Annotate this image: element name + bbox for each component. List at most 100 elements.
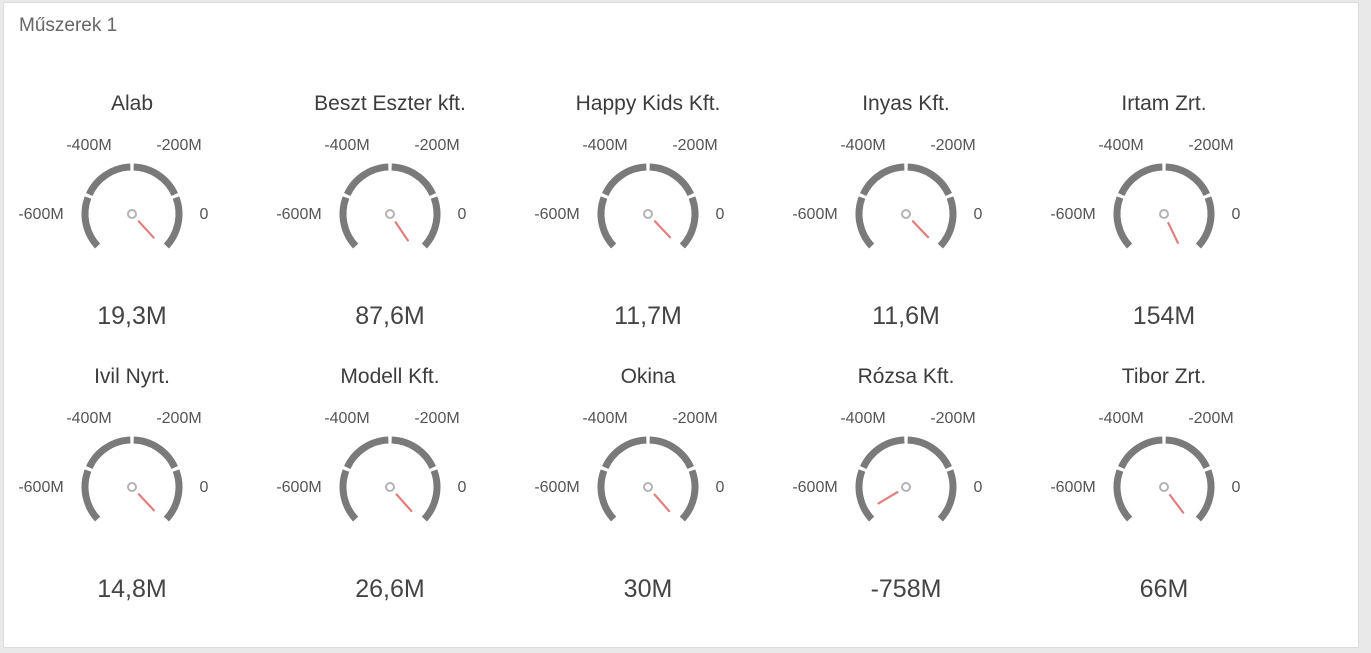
- gauge-arc-segment: [937, 196, 957, 249]
- gauge-value: 14,8M: [97, 575, 167, 603]
- gauge-hub: [1159, 209, 1169, 219]
- gauge-arc-segment: [855, 196, 875, 249]
- gauge-needle: [653, 220, 672, 239]
- gauge-arc-segment: [133, 436, 178, 470]
- gauge-title: Happy Kids Kft.: [575, 92, 721, 115]
- gauge-tick-label: -400M: [66, 137, 111, 154]
- gauge-arc-segment: [1195, 469, 1215, 522]
- gauge-arc-segment: [1118, 436, 1163, 470]
- panel-title: Műszerek 1: [19, 15, 118, 36]
- gauge-arc-segment: [344, 163, 389, 197]
- gauge-hub: [385, 209, 395, 219]
- gauge-title: Beszt Eszter kft.: [314, 92, 466, 115]
- gauge-needle: [137, 220, 155, 239]
- gauge-needle: [1167, 221, 1180, 244]
- gauge-tick-label: -200M: [672, 410, 717, 427]
- gauge-tick-label: -200M: [414, 410, 459, 427]
- gauge-tick-label: -600M: [1050, 206, 1095, 223]
- gauge-tick-label: -200M: [156, 410, 201, 427]
- gauge-arc-segment: [907, 163, 952, 197]
- gauge-arc-segment: [649, 436, 694, 470]
- gauge-arc-segment: [1195, 196, 1215, 249]
- gauge-tick-label: -200M: [1188, 410, 1233, 427]
- gauge-arc-segment: [339, 196, 359, 249]
- gauge-tick-label: -600M: [18, 206, 63, 223]
- gauge-title: Modell Kft.: [340, 365, 440, 388]
- gauge-title: Tibor Zrt.: [1121, 365, 1207, 388]
- gauge-tick-label: 0: [716, 206, 725, 223]
- gauge-value: 11,6M: [872, 302, 940, 330]
- gauge-title: Irtam Zrt.: [1121, 92, 1207, 115]
- gauge-arc-segment: [1118, 163, 1163, 197]
- gauge-arc-segment: [391, 163, 436, 197]
- gauge-tick-label: -200M: [930, 410, 975, 427]
- gauge-value: 30M: [623, 575, 673, 603]
- gauge-hub: [901, 209, 911, 219]
- gauge-tick-label: 0: [458, 479, 467, 496]
- gauge-title: Ivil Nyrt.: [94, 365, 170, 388]
- gauge-tick-label: -400M: [582, 137, 627, 154]
- gauge-tick-label: -600M: [534, 206, 579, 223]
- gauge-tick-label: -400M: [1098, 137, 1143, 154]
- gauge-title: Inyas Kft.: [862, 92, 950, 115]
- gauge-arc-segment: [860, 436, 905, 470]
- gauge-hub: [127, 482, 137, 492]
- gauge-value: 19,3M: [97, 302, 167, 330]
- gauge-needle: [395, 493, 413, 513]
- gauge-title: Okina: [620, 365, 676, 388]
- gauge-tick-label: -200M: [672, 137, 717, 154]
- gauge-arc-segment: [855, 469, 875, 522]
- gauge-tick-label: -600M: [1050, 479, 1095, 496]
- gauge-needle: [1168, 493, 1185, 514]
- gauge-arc-segment: [1165, 436, 1210, 470]
- gauge-tick-label: -200M: [930, 137, 975, 154]
- gauge-needle: [137, 493, 155, 512]
- gauge-tick-label: -400M: [840, 410, 885, 427]
- gauge-tick-label: -400M: [582, 410, 627, 427]
- gauge-tick-label: -600M: [18, 479, 63, 496]
- gauge-value: 66M: [1139, 575, 1189, 603]
- gauge-arc-segment: [1113, 469, 1133, 522]
- gauge-arc-segment: [860, 163, 905, 197]
- gauge-arc-segment: [1165, 163, 1210, 197]
- gauge-tick-label: 0: [716, 479, 725, 496]
- gauge-arc-segment: [86, 436, 131, 470]
- gauge-tick-label: 0: [200, 206, 209, 223]
- gauge-arc-segment: [597, 196, 617, 249]
- gauge-tick-label: 0: [458, 206, 467, 223]
- gauge-title: Rózsa Kft.: [857, 365, 955, 388]
- gauge-arc-segment: [163, 196, 183, 249]
- gauge-tick-label: -400M: [324, 410, 369, 427]
- gauge-tick-label: -400M: [66, 410, 111, 427]
- gauge-arc-segment: [163, 469, 183, 522]
- gauge-arc-segment: [1113, 196, 1133, 249]
- gauge-needle: [911, 220, 930, 239]
- gauge-arc-segment: [679, 469, 699, 522]
- gauge-tick-label: -600M: [276, 206, 321, 223]
- gauge-arc-segment: [597, 469, 617, 522]
- gauge-tick-label: 0: [974, 206, 983, 223]
- gauge-tick-label: -600M: [792, 479, 837, 496]
- gauge-tick-label: -200M: [1188, 137, 1233, 154]
- gauge-arc-segment: [391, 436, 436, 470]
- gauge-tick-label: -600M: [534, 479, 579, 496]
- gauge-arc-segment: [937, 469, 957, 522]
- gauge-tick-label: -600M: [792, 206, 837, 223]
- gauge-tick-label: -400M: [324, 137, 369, 154]
